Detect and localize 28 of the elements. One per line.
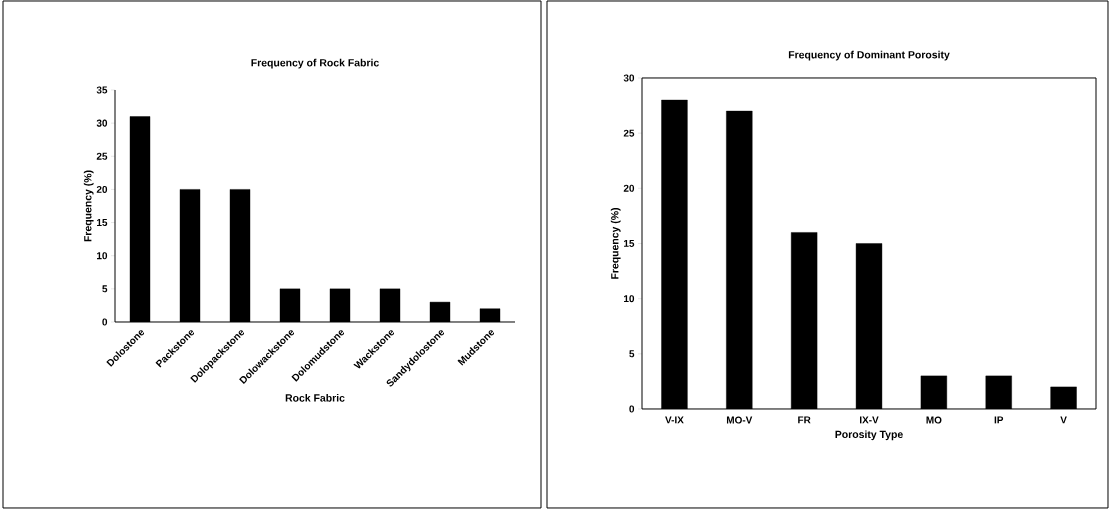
y-tick-label: 15 (97, 219, 108, 227)
y-tick-label: 10 (624, 295, 635, 303)
x-tick-label: IP (994, 416, 1004, 424)
y-tick-label: 20 (96, 185, 108, 193)
y-tick-label: 35 (96, 86, 108, 94)
chart-title: Frequency of Rock Fabric (251, 58, 379, 69)
y-axis-title: Frequency (%) (83, 170, 94, 242)
y-tick-label: 30 (96, 119, 108, 127)
x-axis-title: Rock Fabric (285, 393, 345, 402)
y-tick-label: 30 (623, 74, 635, 82)
y-tick-label: 20 (623, 184, 635, 192)
y-tick-label: 25 (96, 152, 108, 160)
y-tick-label: 0 (629, 405, 635, 413)
x-tick-label: MO (926, 416, 942, 424)
y-tick-label: 25 (623, 129, 635, 137)
y-tick-label: 0 (102, 318, 108, 326)
y-tick-label: 15 (624, 240, 635, 247)
x-tick-label: V (1060, 416, 1067, 424)
y-tick-label: 5 (629, 350, 635, 358)
y-axis-title: Frequency (%) (610, 207, 621, 279)
x-tick-label: V-IX (665, 416, 684, 424)
chart-title: Frequency of Dominant Porosity (788, 50, 950, 61)
y-tick-label: 5 (102, 285, 108, 293)
x-tick-label: FR (798, 416, 811, 424)
y-tick-label: 10 (97, 252, 108, 260)
x-tick-label: IX-V (860, 416, 879, 424)
x-tick-label: MO-V (726, 416, 753, 424)
x-axis-title: Porosity Type (835, 430, 903, 441)
